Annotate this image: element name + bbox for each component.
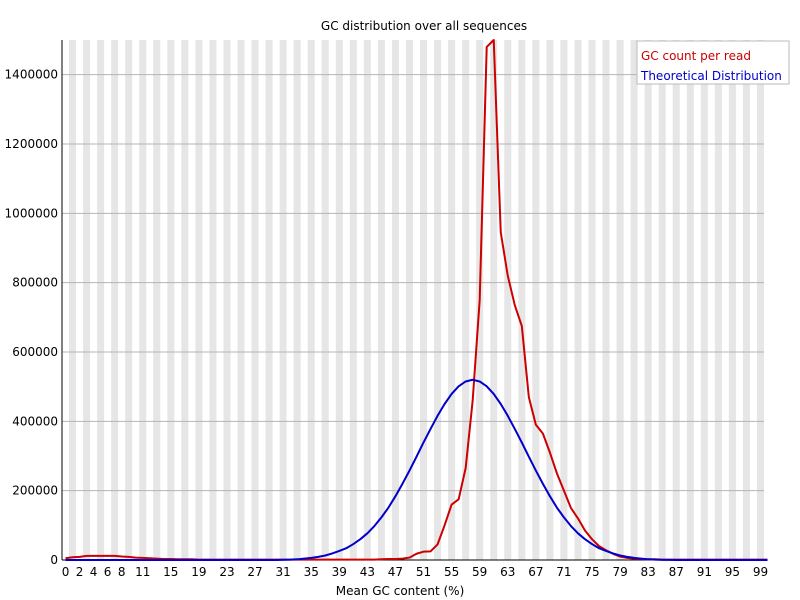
series-lines xyxy=(65,39,768,561)
x-tick-label: 47 xyxy=(388,565,403,579)
vertical-grid-bands xyxy=(69,40,764,560)
grid-band xyxy=(560,40,568,560)
grid-band xyxy=(293,40,301,560)
grid-band xyxy=(532,40,540,560)
x-tick-label: 23 xyxy=(219,565,234,579)
chart-title: GC distribution over all sequences xyxy=(321,19,527,33)
grid-band xyxy=(574,40,582,560)
x-tick-label: 83 xyxy=(641,565,656,579)
grid-band xyxy=(139,40,147,560)
x-tick-label: 8 xyxy=(118,565,126,579)
grid-band xyxy=(377,40,385,560)
x-tick-label: 15 xyxy=(163,565,178,579)
legend-box xyxy=(636,40,790,85)
x-axis-label: Mean GC content (%) xyxy=(336,584,465,598)
grid-band xyxy=(335,40,343,560)
x-tick-label: 2 xyxy=(76,565,84,579)
x-tick-label: 4 xyxy=(90,565,98,579)
grid-band xyxy=(111,40,119,560)
grid-band xyxy=(223,40,231,560)
grid-band xyxy=(405,40,413,560)
grid-band xyxy=(349,40,357,560)
x-tick-label: 27 xyxy=(247,565,262,579)
grid-band xyxy=(83,40,91,560)
y-axis-tick-labels: 0 200000 400000 600000 800000 1000000 1200000 1… xyxy=(5,68,58,567)
series-line-theoretical xyxy=(65,378,768,561)
grid-band xyxy=(658,40,666,560)
legend: GC count per read Theoretical Distributi… xyxy=(636,40,790,85)
grid-band xyxy=(420,40,428,560)
grid-band xyxy=(728,40,736,560)
grid-band xyxy=(756,40,764,560)
x-tick-label: 43 xyxy=(360,565,375,579)
grid-band xyxy=(546,40,554,560)
y-tick-label: 200000 xyxy=(12,484,58,498)
x-tick-label: 39 xyxy=(332,565,347,579)
grid-band xyxy=(588,40,596,560)
grid-band xyxy=(714,40,722,560)
legend-entry-theoretical: Theoretical Distribution xyxy=(640,69,782,83)
grid-band xyxy=(391,40,399,560)
x-tick-label: 67 xyxy=(528,565,543,579)
x-tick-label: 55 xyxy=(444,565,459,579)
grid-band xyxy=(462,40,470,560)
y-tick-label: 0 xyxy=(50,553,58,567)
grid-band xyxy=(616,40,624,560)
grid-band xyxy=(434,40,442,560)
grid-band xyxy=(363,40,371,560)
grid-band xyxy=(742,40,750,560)
grid-band xyxy=(672,40,680,560)
grid-band xyxy=(490,40,498,560)
x-tick-label: 79 xyxy=(612,565,627,579)
horizontal-grid-lines xyxy=(62,74,764,492)
y-tick-label: 1200000 xyxy=(5,137,58,151)
y-tick-label: 400000 xyxy=(12,414,58,428)
grid-band xyxy=(251,40,259,560)
y-tick-label: 800000 xyxy=(12,276,58,290)
grid-band xyxy=(167,40,175,560)
x-tick-label: 99 xyxy=(753,565,768,579)
x-tick-label: 11 xyxy=(135,565,150,579)
grid-band xyxy=(602,40,610,560)
grid-band xyxy=(97,40,105,560)
grid-band xyxy=(686,40,694,560)
x-tick-label: 0 xyxy=(62,565,70,579)
grid-band xyxy=(153,40,161,560)
grid-band xyxy=(195,40,203,560)
x-tick-label: 6 xyxy=(104,565,112,579)
x-tick-label: 71 xyxy=(556,565,571,579)
x-tick-label: 19 xyxy=(191,565,206,579)
x-tick-label: 35 xyxy=(304,565,319,579)
grid-band xyxy=(307,40,315,560)
x-tick-label: 95 xyxy=(725,565,740,579)
grid-band xyxy=(518,40,526,560)
x-tick-label: 59 xyxy=(472,565,487,579)
grid-band xyxy=(321,40,329,560)
y-tick-label: 1400000 xyxy=(5,68,58,82)
grid-band xyxy=(209,40,217,560)
grid-band xyxy=(504,40,512,560)
x-tick-label: 31 xyxy=(275,565,290,579)
grid-band xyxy=(644,40,652,560)
grid-band xyxy=(630,40,638,560)
grid-band xyxy=(265,40,273,560)
grid-band xyxy=(700,40,708,560)
legend-entry-gc-count: GC count per read xyxy=(641,49,751,63)
grid-band xyxy=(448,40,456,560)
grid-band xyxy=(237,40,245,560)
grid-band xyxy=(125,40,133,560)
x-tick-label: 63 xyxy=(500,565,515,579)
x-tick-label: 51 xyxy=(416,565,431,579)
x-tick-label: 75 xyxy=(584,565,599,579)
y-tick-label: 1000000 xyxy=(5,206,58,220)
x-tick-label: 87 xyxy=(669,565,684,579)
x-tick-label: 91 xyxy=(697,565,712,579)
grid-band xyxy=(69,40,77,560)
x-axis-tick-labels: 0 2 4 6 8 11 15 19 23 27 31 35 39 43 47 51 55 59 63 67 71 75 7… xyxy=(62,565,768,579)
y-tick-label: 600000 xyxy=(12,345,58,359)
grid-band xyxy=(279,40,287,560)
grid-band xyxy=(181,40,189,560)
